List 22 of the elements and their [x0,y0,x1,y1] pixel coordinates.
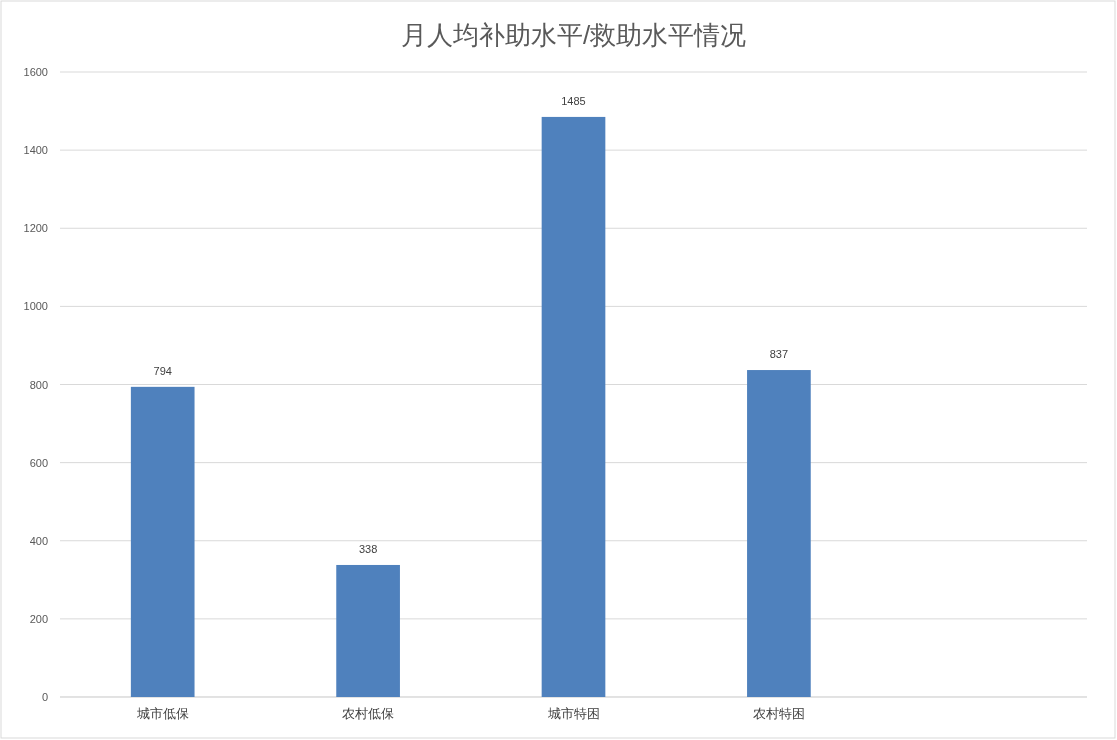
data-label: 1485 [561,94,586,107]
bar [336,564,400,697]
x-tick-label: 农村低保 [342,706,395,721]
y-tick-label: 600 [29,456,48,469]
bar [747,370,811,697]
data-label: 794 [153,364,172,377]
y-tick-label: 800 [29,378,48,391]
y-tick-label: 1600 [23,66,48,78]
x-tick-label: 城市低保 [135,706,189,721]
data-label: 837 [769,348,789,361]
chart-title: 月人均补助水平/救助水平情况 [400,20,747,50]
bar [130,386,195,697]
y-tick-label: 1200 [23,222,48,235]
y-tick-label: 400 [29,534,48,547]
y-tick-label: 0 [41,691,48,703]
x-tick-label: 城市特困 [546,706,600,721]
y-tick-label: 1400 [23,144,48,157]
data-label: 338 [358,542,378,555]
bar [541,116,606,697]
y-tick-label: 200 [29,612,48,625]
y-tick-label: 1000 [23,300,48,313]
x-tick-label: 农村特困 [752,706,805,721]
